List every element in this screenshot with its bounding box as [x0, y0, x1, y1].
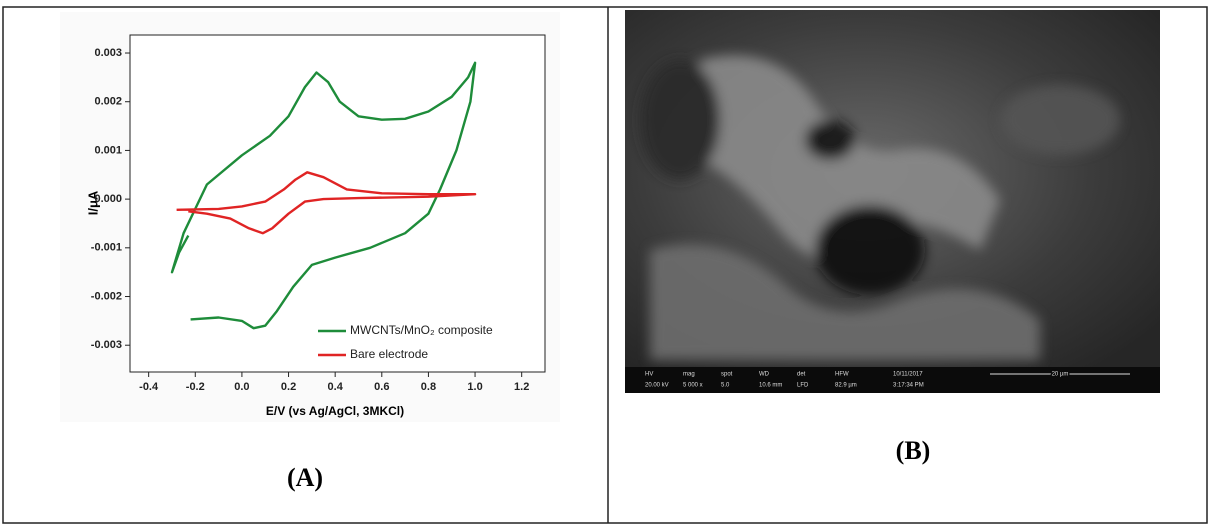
y-tick-label: 0.002 [94, 96, 122, 108]
sem-scale-label: 20 µm [1052, 372, 1069, 378]
x-tick-label: -0.4 [139, 381, 159, 393]
sem-info-label: mag [683, 372, 695, 378]
y-tick-label: -0.003 [91, 339, 122, 351]
x-tick-label: 0.4 [328, 381, 344, 393]
sem-info-label: spot [721, 372, 733, 378]
sem-info-value: 82.9 µm [835, 383, 857, 389]
sem-info-value: 20.00 kV [645, 383, 669, 389]
sem-info-value: 3:17:34 PM [893, 383, 924, 389]
y-tick-label: 0.001 [94, 144, 122, 156]
sem-info-value: LFD [797, 383, 809, 389]
y-tick-label: -0.002 [91, 290, 122, 302]
frame [2, 6, 1208, 524]
sem-info-label: HV [645, 372, 653, 378]
x-tick-label: 1.0 [467, 381, 482, 393]
x-tick-label: -0.2 [186, 381, 205, 393]
legend-label: Bare electrode [350, 347, 428, 361]
y-tick-label: 0.003 [94, 47, 122, 59]
x-axis-title: E/V (vs Ag/AgCl, 3MKCl) [266, 404, 404, 418]
plot-frame [129, 34, 546, 373]
y-tick-label: 0.000 [94, 193, 122, 205]
x-tick-label: 0.8 [421, 381, 436, 393]
series-line [176, 171, 477, 235]
sem-info-label: WD [759, 372, 770, 378]
x-tick-label: 1.2 [514, 381, 529, 393]
sem-info-label: 10/11/2017 [893, 372, 923, 378]
y-tick-label: -0.001 [91, 242, 122, 254]
series-line [170, 61, 477, 330]
sem-info-value: 10.6 mm [759, 383, 782, 389]
sem-info-label: det [797, 372, 806, 378]
panel-label: (A) [287, 463, 323, 492]
panel-label: (B) [896, 436, 931, 465]
sem-image: HV 20.00 kV mag 5 000 x spot 5.0 WD 10.6 mm det L… [625, 10, 1160, 393]
x-tick-label: 0.2 [281, 381, 296, 393]
sem-info-value: 5.0 [721, 383, 730, 389]
legend-label: MWCNTs/MnO₂ composite [350, 323, 493, 337]
x-tick-label: 0.6 [374, 381, 389, 393]
sem-info-value: 5 000 x [683, 383, 703, 389]
sem-info-label: HFW [835, 372, 849, 378]
y-axis-title: I/μA [85, 190, 100, 215]
x-tick-label: 0.0 [234, 381, 249, 393]
